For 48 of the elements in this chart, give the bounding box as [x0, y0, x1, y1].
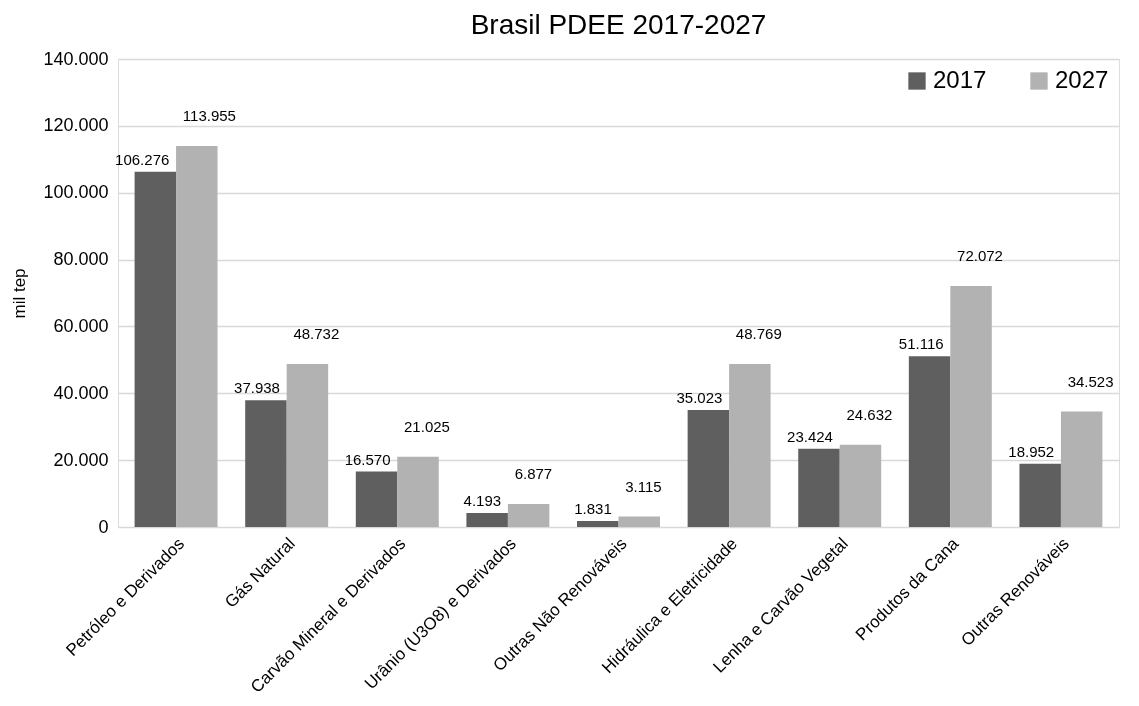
y-tick-label: 60.000 [53, 315, 109, 336]
legend-label: 2017 [933, 66, 987, 93]
bar [466, 512, 508, 527]
data-label: 48.732 [293, 325, 340, 343]
legend-label: 2027 [1055, 66, 1109, 93]
bar [798, 448, 840, 527]
data-label: 24.632 [846, 405, 893, 423]
chart-title: Brasil PDEE 2017-2027 [470, 9, 767, 40]
data-label: 72.072 [957, 247, 1003, 265]
bar [355, 471, 398, 527]
bar [176, 146, 218, 527]
data-label: 16.570 [344, 450, 391, 468]
bar [950, 286, 992, 527]
y-tick-label: 120.000 [43, 115, 109, 136]
data-label: 37.938 [234, 379, 280, 397]
y-tick-label: 40.000 [53, 382, 109, 403]
bar [245, 400, 287, 527]
data-label: 21.025 [404, 417, 450, 435]
data-label: 51.116 [898, 335, 944, 353]
data-label: 4.193 [463, 491, 502, 509]
bar [507, 504, 550, 527]
bar [687, 409, 730, 527]
data-label: 35.023 [676, 388, 723, 406]
bar [908, 356, 951, 527]
y-tick-label: 80.000 [53, 249, 109, 270]
data-label: 106.276 [115, 150, 170, 168]
bar [1060, 411, 1103, 527]
y-tick-label: 140.000 [43, 48, 109, 69]
bar [134, 171, 177, 527]
bar [839, 444, 882, 527]
data-label: 23.424 [787, 427, 833, 445]
data-label: 18.952 [1008, 442, 1055, 460]
bar [397, 456, 439, 527]
data-label: 6.877 [514, 465, 553, 483]
data-label: 3.115 [625, 477, 662, 495]
bar [729, 363, 771, 527]
data-label: 1.831 [574, 499, 612, 517]
data-label: 113.955 [182, 107, 236, 125]
y-tick-label: 0 [98, 516, 109, 537]
bar [618, 516, 660, 527]
bar [286, 364, 329, 527]
data-label: 48.769 [735, 324, 782, 342]
data-label: 34.523 [1067, 372, 1114, 390]
bar [577, 520, 619, 527]
y-tick-label: 100.000 [43, 182, 109, 203]
y-tick-label: 20.000 [53, 449, 109, 470]
y-axis-title: mil tep [10, 268, 30, 319]
bar [1019, 463, 1061, 527]
